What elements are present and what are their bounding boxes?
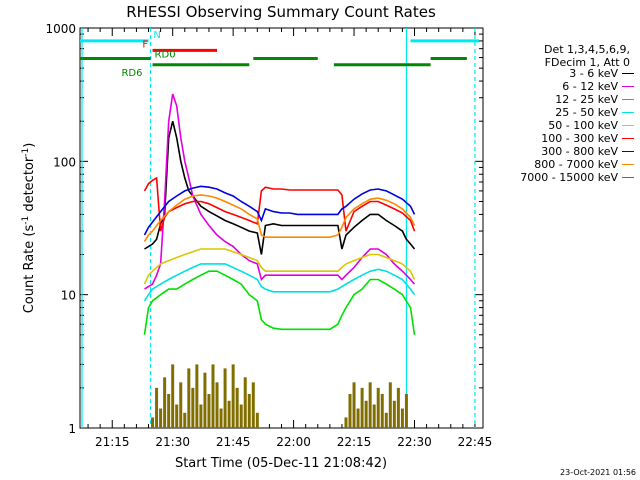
x-tick-label: 22:45: [458, 435, 493, 449]
footer-date: 23-Oct-2021 01:56: [560, 468, 636, 477]
y-tick-label: 1: [68, 422, 76, 436]
y-tick-label: 10: [61, 289, 76, 303]
y-axis-label-main: Count Rate (s: [22, 225, 37, 314]
chart-title: RHESSI Observing Summary Count Rates: [126, 3, 436, 21]
legend-swatch: [622, 137, 634, 139]
y-axis-label-sup2: -1: [21, 148, 31, 157]
x-tick-label: 21:30: [155, 435, 190, 449]
y-axis-label-end: ): [22, 143, 37, 148]
series-line-1: [144, 121, 416, 255]
flag-label-rd0: RD0: [155, 50, 176, 61]
series-line-8: [143, 194, 416, 243]
y-axis-label: Count Rate (s-1 detector-1): [21, 143, 37, 314]
legend-entry: 3 - 6 keV: [569, 66, 634, 80]
y-axis-label-mid: detector: [22, 156, 37, 216]
legend-label: 300 - 800 keV: [541, 144, 618, 158]
legend-swatch: [622, 124, 634, 126]
plot-area: 1 10 100 1000 21:15 21:30 21:45 22:00 22:15 22:30…: [45, 22, 492, 449]
flag-label-n: N: [153, 30, 160, 41]
legend-title-line1: Det 1,3,4,5,6,9,: [543, 43, 630, 56]
legend-title-line2: FDecim 1, Att 0: [544, 56, 630, 69]
series-line-6: [143, 176, 416, 232]
y-tick-label: 100: [53, 155, 76, 169]
legend-entry: 7000 - 15000 keV: [520, 170, 634, 184]
x-tick-label: 22:15: [337, 435, 372, 449]
legend-label: 25 - 50 keV: [555, 105, 618, 119]
series-line-5: [143, 248, 416, 285]
legend-label: 50 - 100 keV: [548, 118, 618, 132]
x-tick-label: 21:45: [216, 435, 251, 449]
legend-swatch: [622, 150, 634, 152]
legend-label: 3 - 6 keV: [569, 66, 618, 80]
legend-entry: 50 - 100 keV: [548, 118, 634, 132]
legend-swatch: [622, 163, 634, 165]
legend-swatch: [622, 176, 634, 178]
x-tick-label: 22:00: [276, 435, 311, 449]
legend-entry: 100 - 300 keV: [541, 131, 634, 145]
legend-label: 800 - 7000 keV: [534, 157, 618, 171]
legend-label: 7000 - 15000 keV: [520, 170, 618, 184]
series-line-3: [143, 270, 416, 335]
legend-swatch: [622, 85, 634, 87]
legend-entry: 12 - 25 keV: [555, 92, 634, 106]
flag-label-rd6: RD6: [121, 68, 142, 79]
legend-entry: 25 - 50 keV: [555, 105, 634, 119]
y-tick-label: 1000: [45, 22, 76, 36]
legend-entry: 6 - 12 keV: [562, 79, 634, 93]
legend-swatch: [622, 98, 634, 100]
legend-label: 6 - 12 keV: [562, 79, 618, 93]
x-tick-label: 21:15: [95, 435, 130, 449]
legend-entry: 800 - 7000 keV: [534, 157, 634, 171]
legend-label: 12 - 25 keV: [555, 92, 618, 106]
legend-swatch: [622, 72, 634, 74]
legend-swatch: [622, 111, 634, 113]
series-line-2: [144, 93, 416, 290]
x-axis-label: Start Time (05-Dec-11 21:08:42): [175, 456, 387, 471]
series-line-4: [143, 263, 416, 302]
x-tick-label: 22:30: [397, 435, 432, 449]
y-axis-label-sup1: -1: [21, 216, 31, 225]
legend-entry: 300 - 800 keV: [541, 144, 634, 158]
plot-frame: [79, 27, 484, 429]
legend-label: 100 - 300 keV: [541, 131, 618, 145]
series-line-7: [143, 185, 416, 236]
flag-label-f: F: [142, 39, 148, 50]
